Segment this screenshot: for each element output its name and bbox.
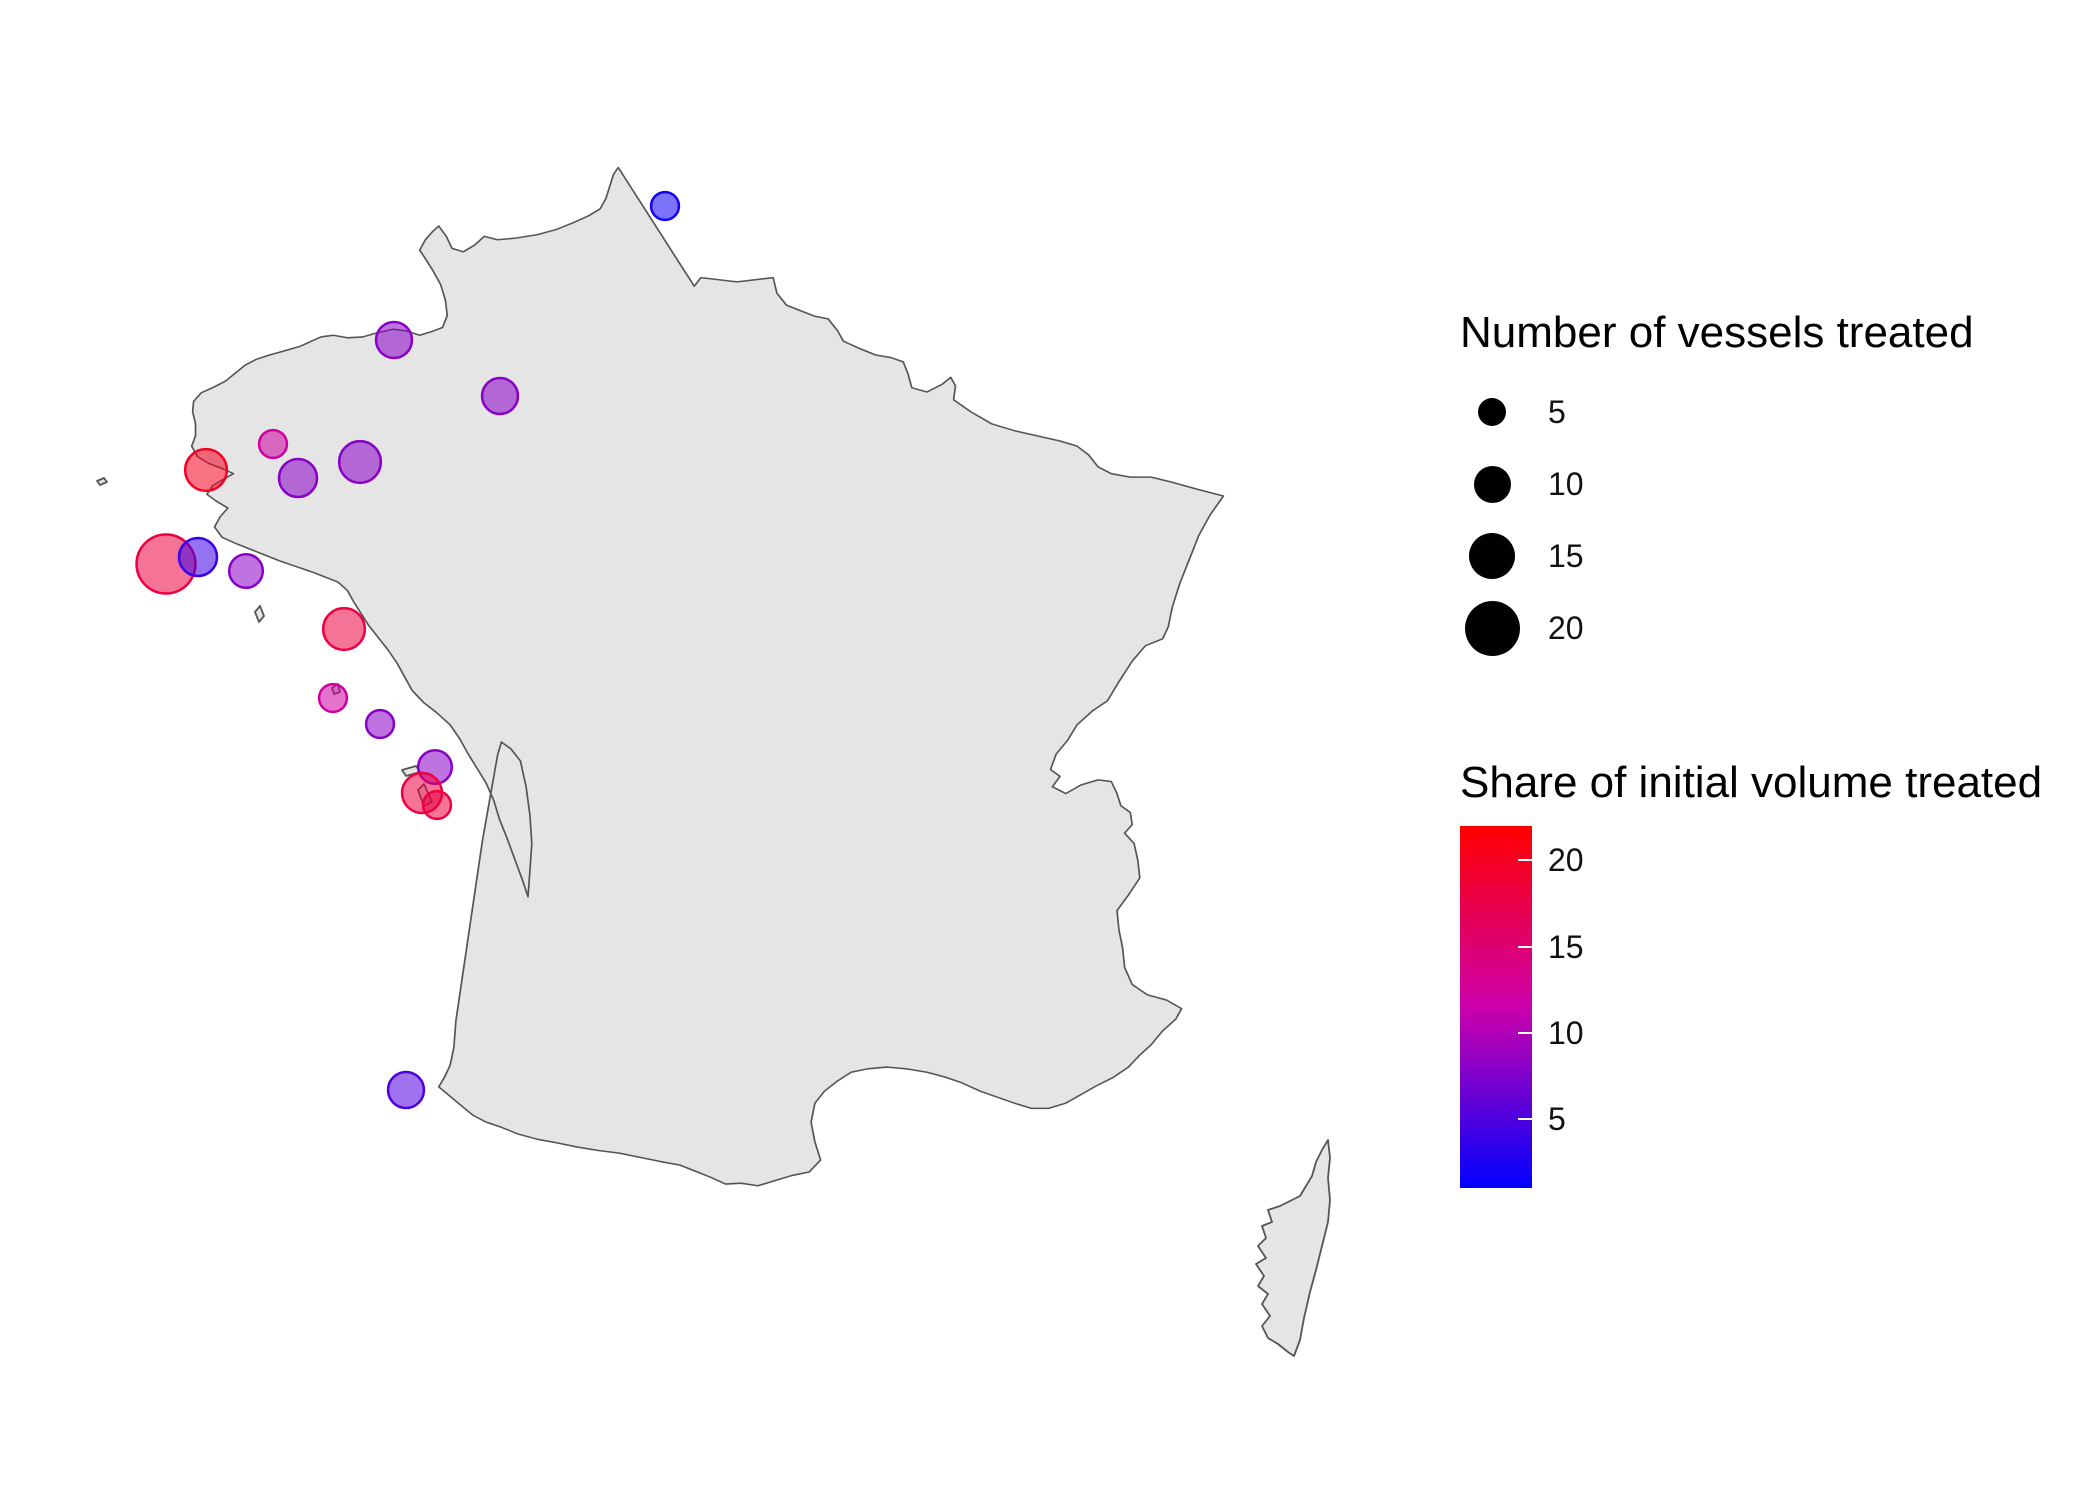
color-legend-tick	[1518, 1031, 1532, 1034]
color-legend-label: 5	[1548, 1101, 1566, 1138]
size-legend-label: 15	[1548, 538, 1584, 574]
port-marker	[257, 428, 289, 460]
marker-layer	[135, 190, 681, 1110]
port-marker	[277, 457, 319, 499]
island-ouessant	[96, 477, 108, 486]
size-legend-label: 20	[1548, 610, 1584, 646]
port-marker	[227, 552, 265, 590]
size-legend-dot	[1469, 533, 1515, 579]
port-marker	[386, 1070, 426, 1110]
color-legend-tick	[1518, 1118, 1532, 1121]
port-marker	[321, 606, 367, 652]
mainland-france	[190, 166, 1225, 1187]
belle-ile	[254, 605, 265, 623]
port-marker	[177, 536, 219, 578]
port-marker	[364, 708, 396, 740]
size-legend-label: 10	[1548, 466, 1584, 502]
size-legend-dot	[1464, 600, 1520, 656]
port-marker	[337, 439, 383, 485]
size-legend-dot	[1473, 465, 1511, 503]
corsica	[1255, 1139, 1331, 1357]
port-marker	[649, 190, 681, 222]
size-legend-dot	[1478, 398, 1506, 426]
port-marker	[374, 320, 414, 360]
port-marker	[317, 682, 349, 714]
color-legend-title: Share of initial volume treated	[1460, 758, 2043, 807]
size-legend-title: Number of vessels treated	[1460, 308, 1974, 357]
color-legend-tick	[1518, 945, 1532, 948]
color-legend-tick	[1518, 859, 1532, 862]
color-legend-label: 10	[1548, 1014, 1584, 1051]
color-scale-bar	[1460, 826, 1532, 1188]
color-legend-label: 20	[1548, 842, 1584, 879]
port-marker	[421, 789, 453, 821]
port-marker	[183, 447, 229, 493]
port-marker	[480, 376, 520, 416]
size-legend-label: 5	[1548, 394, 1566, 430]
color-legend-label: 15	[1548, 928, 1584, 965]
